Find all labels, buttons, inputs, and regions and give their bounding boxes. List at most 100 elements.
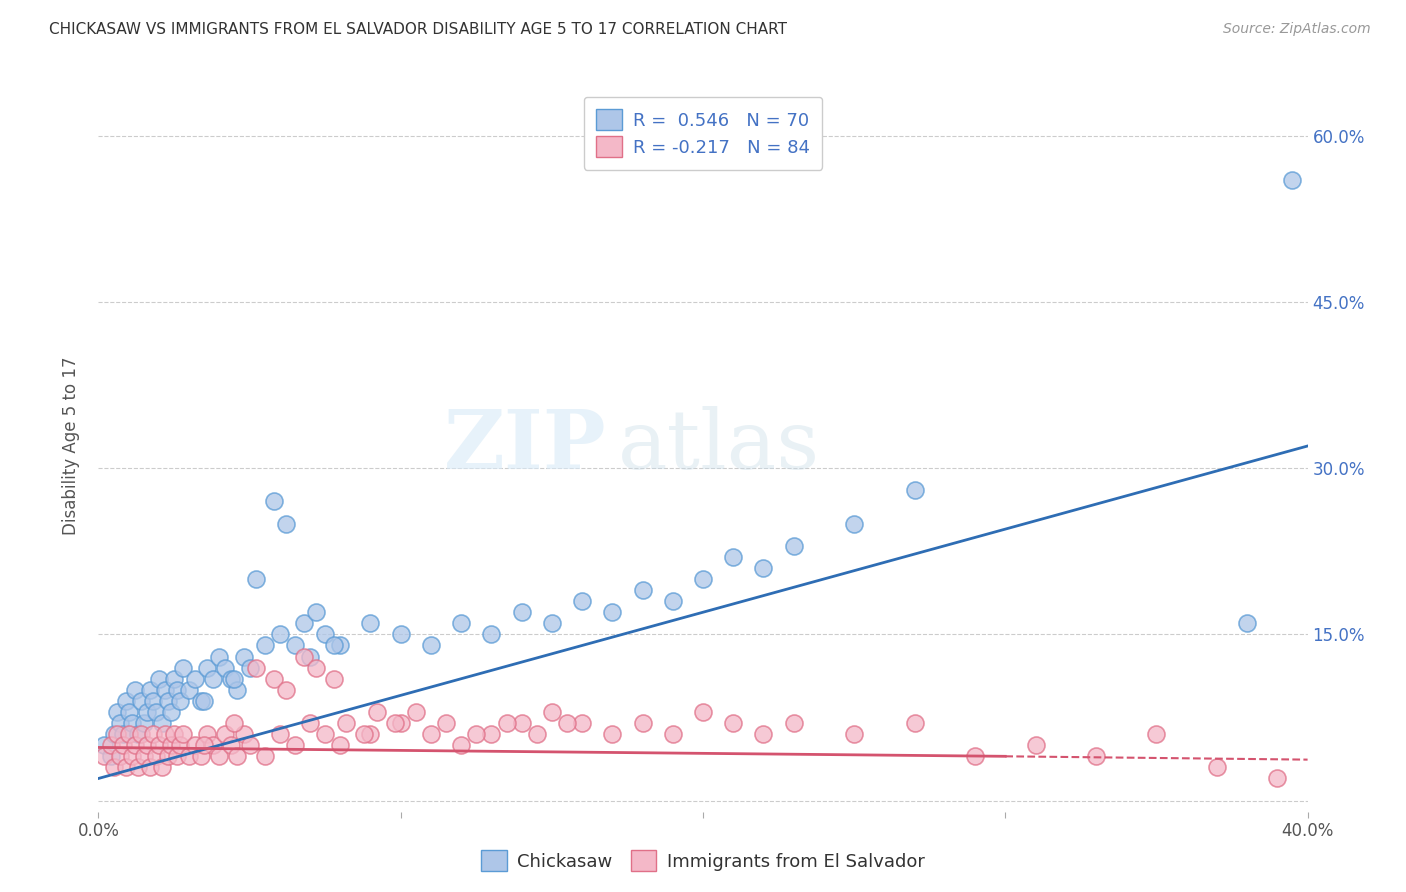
Point: [555, 716, 578, 731]
Point: [661, 727, 683, 741]
Point: [224, 716, 246, 731]
Point: [172, 727, 194, 741]
Point: [93, 738, 115, 752]
Point: [127, 727, 149, 741]
Point: [142, 727, 165, 741]
Point: [232, 727, 254, 741]
Point: [214, 660, 236, 674]
Point: [226, 682, 249, 697]
Point: [202, 672, 225, 686]
Point: [160, 705, 183, 719]
Point: [224, 672, 246, 686]
Point: [208, 749, 231, 764]
Point: [190, 694, 212, 708]
Point: [166, 682, 188, 697]
Point: [118, 705, 141, 719]
Point: [221, 672, 243, 686]
Point: [232, 649, 254, 664]
Point: [145, 749, 167, 764]
Point: [253, 639, 276, 653]
Point: [208, 649, 231, 664]
Point: [323, 639, 346, 653]
Point: [284, 738, 307, 752]
Point: [214, 727, 236, 741]
Point: [169, 694, 191, 708]
Point: [150, 760, 173, 774]
Point: [135, 738, 157, 752]
Point: [631, 583, 654, 598]
Point: [103, 727, 125, 741]
Point: [114, 760, 136, 774]
Point: [163, 727, 186, 741]
Point: [190, 749, 212, 764]
Point: [129, 727, 152, 741]
Point: [148, 672, 170, 686]
Point: [221, 738, 243, 752]
Point: [465, 727, 488, 741]
Point: [602, 727, 624, 741]
Point: [723, 549, 745, 564]
Point: [274, 516, 297, 531]
Text: ZIP: ZIP: [444, 406, 606, 486]
Legend: Chickasaw, Immigrants from El Salvador: Chickasaw, Immigrants from El Salvador: [474, 843, 932, 879]
Point: [1144, 727, 1167, 741]
Point: [100, 738, 122, 752]
Point: [253, 749, 276, 764]
Point: [139, 760, 162, 774]
Point: [510, 605, 533, 619]
Point: [135, 705, 157, 719]
Point: [299, 649, 322, 664]
Point: [156, 749, 179, 764]
Point: [93, 749, 115, 764]
Point: [132, 716, 155, 731]
Point: [245, 660, 267, 674]
Point: [284, 639, 307, 653]
Point: [389, 716, 412, 731]
Point: [299, 716, 322, 731]
Point: [118, 727, 141, 741]
Point: [314, 727, 336, 741]
Point: [105, 705, 128, 719]
Text: atlas: atlas: [619, 406, 821, 486]
Point: [153, 727, 176, 741]
Point: [384, 716, 406, 731]
Point: [124, 682, 146, 697]
Point: [450, 738, 472, 752]
Point: [269, 627, 291, 641]
Point: [193, 738, 215, 752]
Point: [540, 705, 562, 719]
Point: [142, 694, 165, 708]
Point: [752, 561, 775, 575]
Point: [184, 672, 207, 686]
Point: [114, 694, 136, 708]
Point: [450, 616, 472, 631]
Point: [292, 649, 315, 664]
Point: [179, 749, 201, 764]
Point: [103, 760, 125, 774]
Point: [105, 727, 128, 741]
Point: [783, 716, 806, 731]
Point: [323, 672, 346, 686]
Point: [1267, 772, 1289, 786]
Point: [153, 682, 176, 697]
Point: [481, 727, 503, 741]
Point: [405, 705, 427, 719]
Point: [752, 727, 775, 741]
Point: [292, 616, 315, 631]
Point: [263, 494, 285, 508]
Point: [360, 616, 382, 631]
Point: [965, 749, 987, 764]
Point: [353, 727, 375, 741]
Point: [111, 727, 134, 741]
Point: [844, 727, 866, 741]
Point: [108, 716, 131, 731]
Point: [844, 516, 866, 531]
Point: [1206, 760, 1229, 774]
Point: [1281, 173, 1303, 187]
Legend: R =  0.546   N = 70, R = -0.217   N = 84: R = 0.546 N = 70, R = -0.217 N = 84: [583, 96, 823, 170]
Point: [193, 694, 215, 708]
Point: [495, 716, 517, 731]
Point: [160, 738, 183, 752]
Point: [904, 716, 927, 731]
Point: [783, 539, 806, 553]
